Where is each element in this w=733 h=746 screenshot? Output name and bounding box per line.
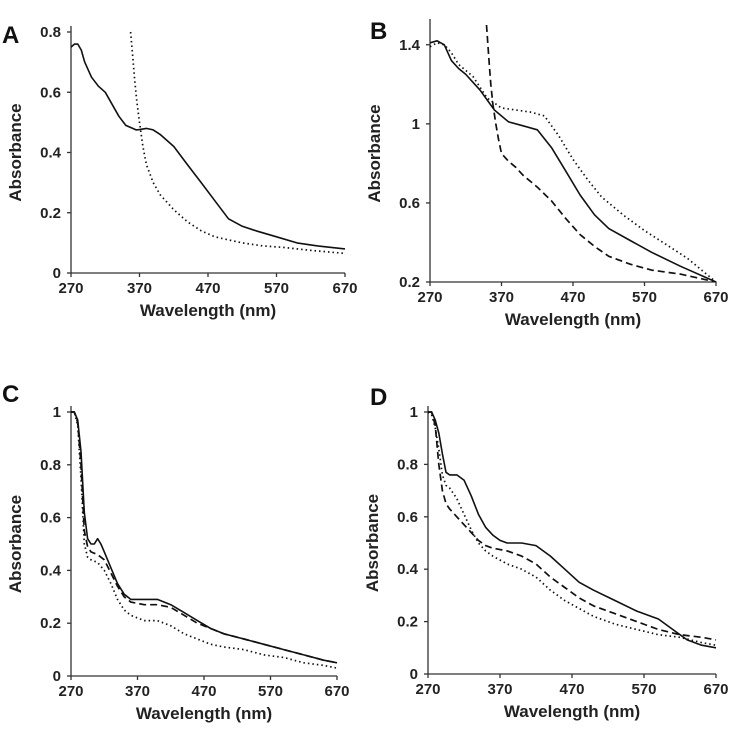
y-tick-label: 0 — [53, 265, 61, 282]
y-tick-label: 0 — [410, 666, 418, 683]
y-axis-title: Absorbance — [365, 104, 384, 202]
y-tick-label: 0.4 — [397, 561, 419, 578]
y-tick-label: 0.6 — [40, 510, 61, 527]
y-tick-label: 1 — [410, 404, 418, 421]
series-line-solid — [71, 43, 346, 250]
x-tick-label: 270 — [415, 681, 440, 698]
x-tick-label: 370 — [489, 289, 514, 306]
x-tick-label: 570 — [631, 681, 656, 698]
x-tick-label: 670 — [703, 681, 728, 698]
x-tick-label: 370 — [125, 683, 150, 700]
x-tick-label: 670 — [332, 280, 357, 297]
y-tick-label: 0.4 — [40, 145, 62, 162]
y-tick-label: 0.2 — [399, 274, 420, 291]
x-tick-label: 470 — [191, 683, 216, 700]
y-tick-label: 0.2 — [397, 614, 418, 631]
x-tick-label: 570 — [632, 289, 657, 306]
x-axis-title: Wavelength (nm) — [136, 704, 272, 723]
x-tick-label: 270 — [58, 280, 83, 297]
series-line-dashed — [428, 411, 717, 641]
y-tick-label: 1.4 — [399, 37, 421, 54]
series-line-dashed — [71, 411, 338, 664]
x-tick-label: 670 — [703, 289, 728, 306]
x-axis-title: Wavelength (nm) — [504, 702, 640, 721]
panel-letter: C — [2, 381, 19, 408]
y-tick-label: 1 — [53, 404, 61, 421]
series-line-dotted — [430, 41, 717, 282]
y-tick-label: 0.6 — [397, 509, 418, 526]
series-line-dotted — [428, 411, 717, 647]
y-tick-label: 0.8 — [40, 457, 61, 474]
x-tick-label: 470 — [559, 681, 584, 698]
panel-letter: D — [370, 384, 387, 411]
x-tick-label: 470 — [560, 289, 585, 306]
x-tick-label: 470 — [195, 280, 220, 297]
x-tick-label: 370 — [127, 280, 152, 297]
x-tick-label: 270 — [58, 683, 83, 700]
y-axis-title: Absorbance — [6, 495, 25, 593]
chart-panel-a: A 270 370 470 570 670 0 0.2 0.4 0.6 0.8 Wavelength … — [2, 22, 358, 320]
y-tick-label: 0.8 — [397, 456, 418, 473]
y-tick-label: 0.4 — [40, 562, 62, 579]
chart-panel-b: B 270 370 470 570 670 0.2 0.6 1 1.4 Wavelength (nm… — [365, 18, 729, 329]
x-tick-label: 570 — [258, 683, 283, 700]
chart-panel-c: C 270 370 470 570 670 0 0.2 0.4 0.6 0.8 1 Wavelength… — [2, 381, 350, 723]
series-line-dotted — [71, 411, 338, 669]
y-axis-title: Absorbance — [363, 494, 382, 592]
y-tick-label: 1 — [412, 116, 420, 133]
x-axis-title: Wavelength (nm) — [140, 301, 276, 320]
series-line-solid — [430, 40, 717, 282]
x-tick-label: 570 — [264, 280, 289, 297]
series-line-dashed — [485, 24, 717, 282]
y-axis-title: Absorbance — [6, 103, 25, 201]
y-tick-label: 0 — [53, 668, 61, 685]
x-tick-label: 670 — [324, 683, 349, 700]
y-tick-label: 0.8 — [40, 24, 61, 41]
panel-letter: A — [2, 22, 19, 49]
y-tick-label: 0.6 — [399, 195, 420, 212]
y-tick-label: 0.6 — [40, 84, 61, 101]
y-tick-label: 0.2 — [40, 615, 61, 632]
panel-letter: B — [370, 18, 387, 45]
chart-panel-d: D 270 370 470 570 670 0 0.2 0.4 0.6 0.8 1 Wavelength… — [363, 384, 729, 721]
x-axis-title: Wavelength (nm) — [505, 310, 641, 329]
x-tick-label: 270 — [417, 289, 442, 306]
x-tick-label: 370 — [487, 681, 512, 698]
y-tick-label: 0.2 — [40, 205, 61, 222]
series-line-solid — [428, 411, 717, 649]
series-line-dotted — [129, 31, 346, 255]
